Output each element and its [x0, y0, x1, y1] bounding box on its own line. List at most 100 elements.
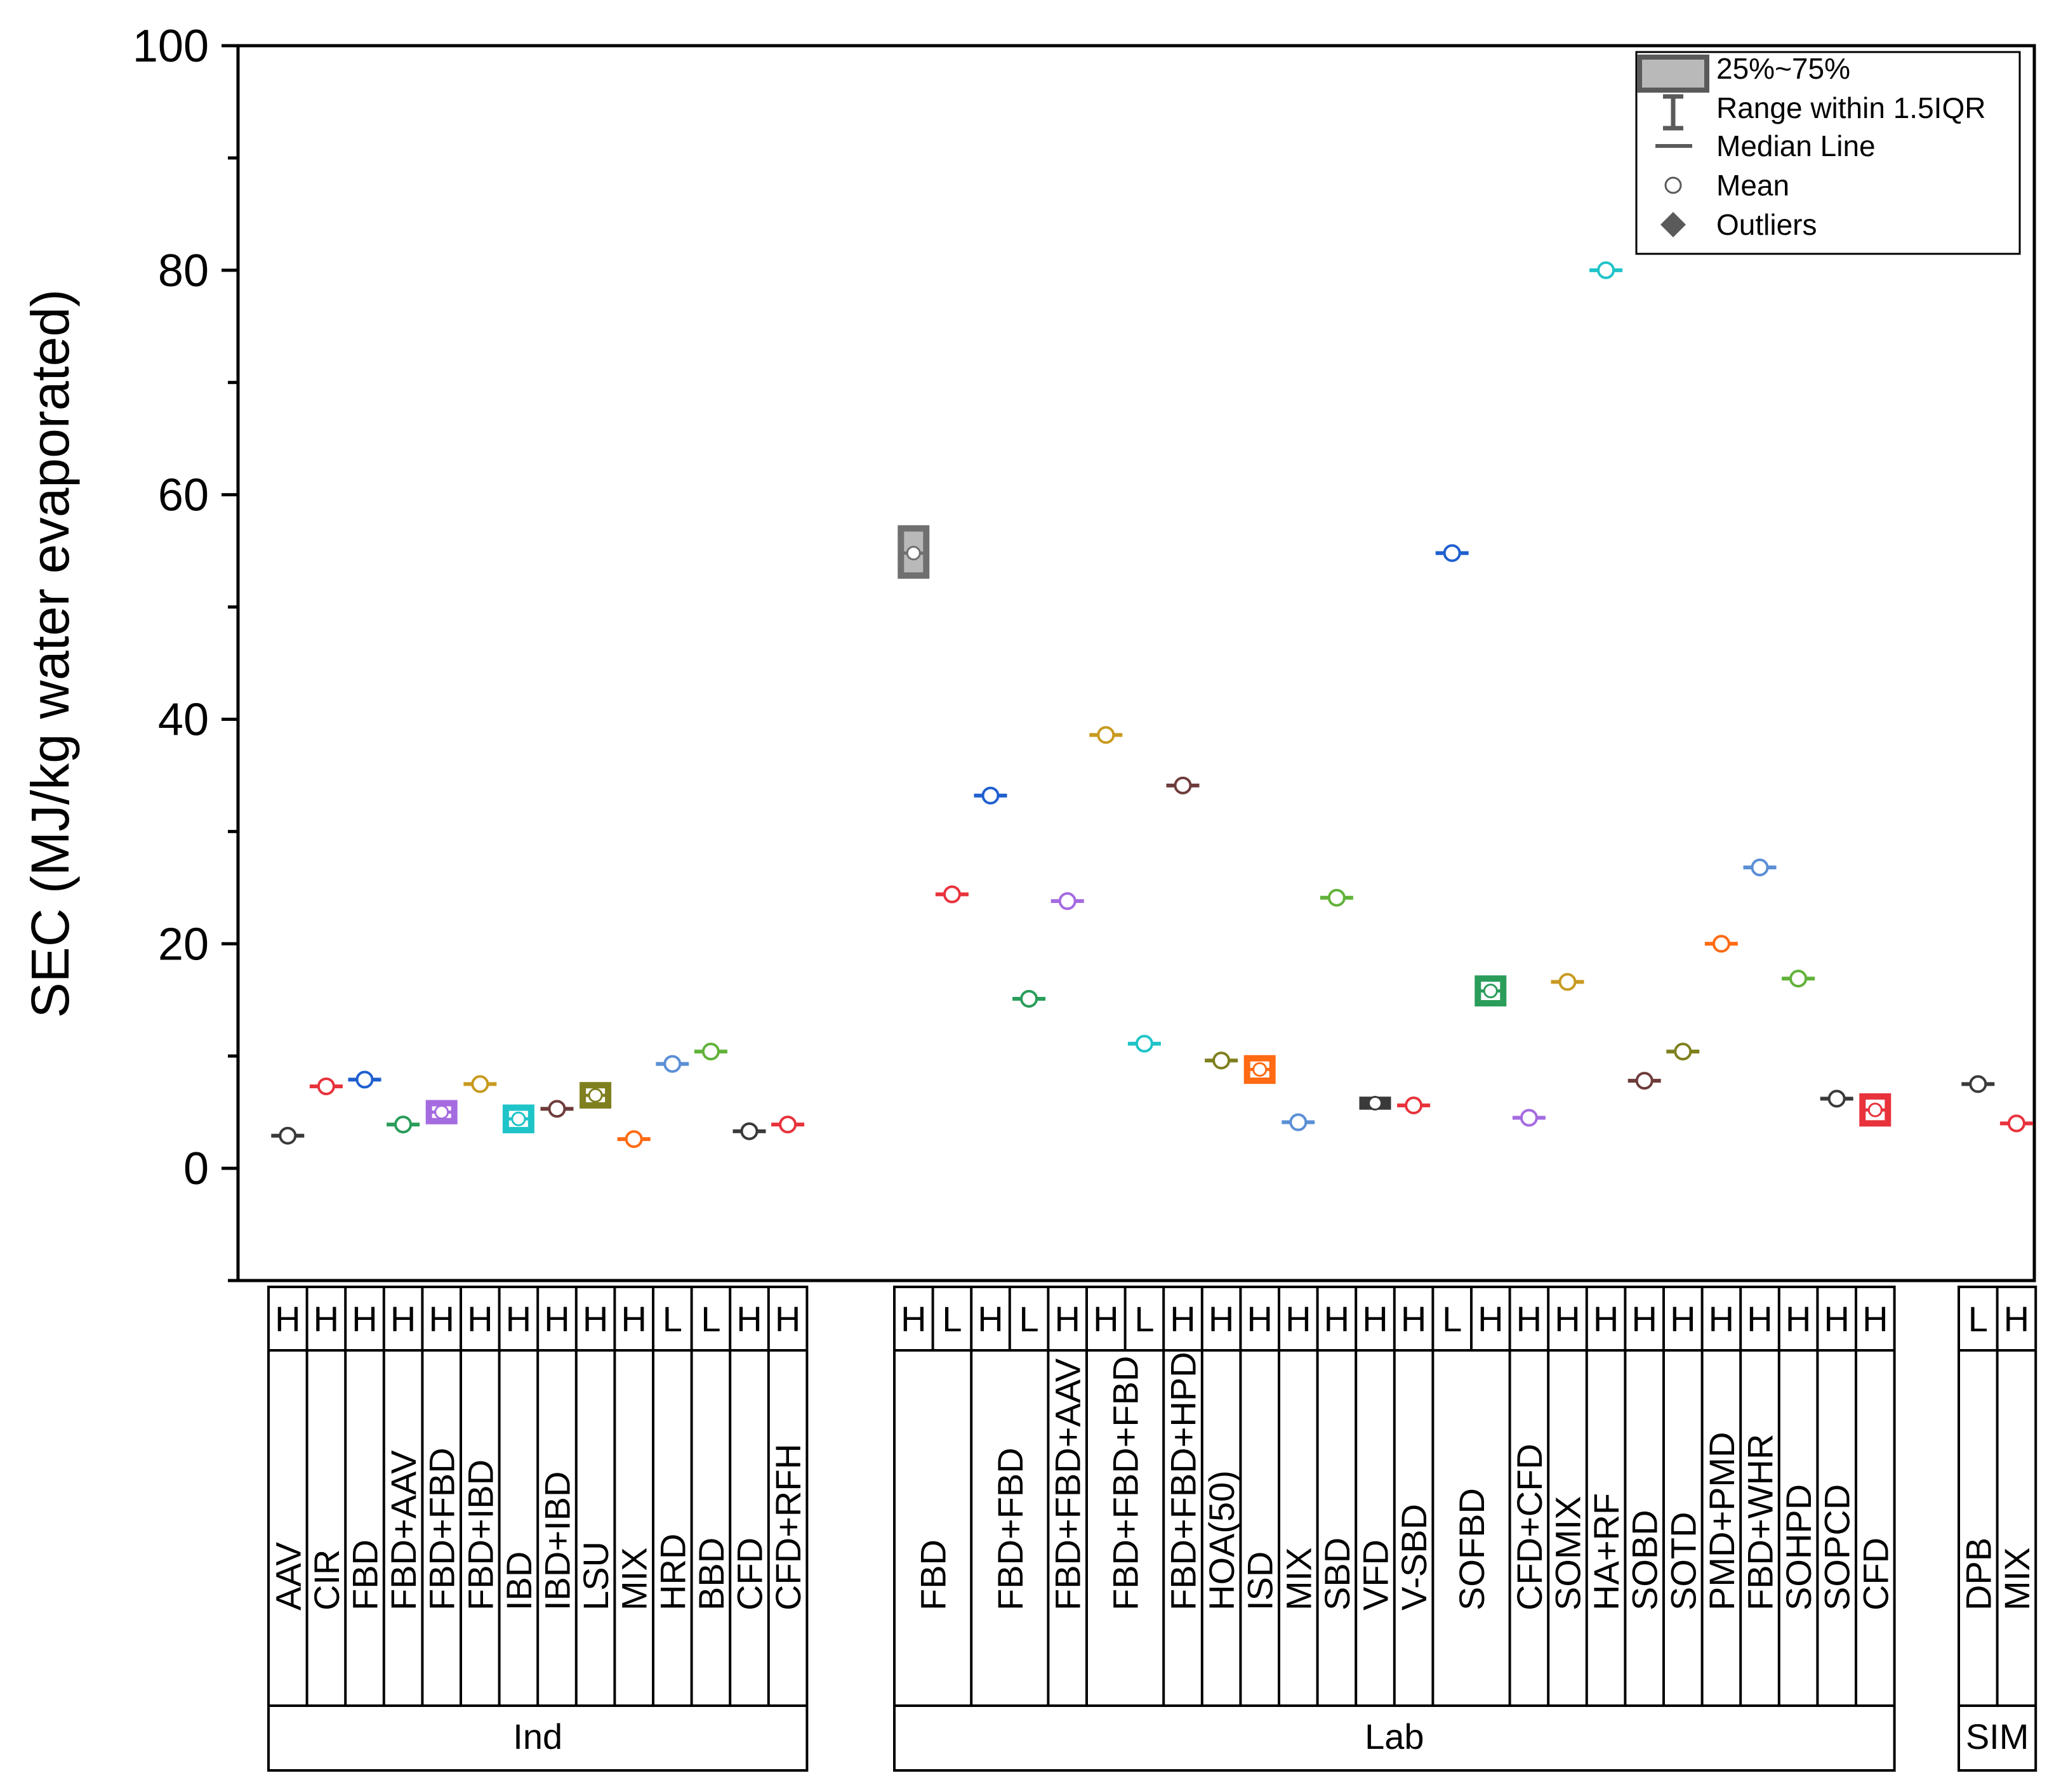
y-axis-title: SEC (MJ/kg water evaporated) — [20, 289, 80, 1018]
hl-label: H — [1170, 1299, 1195, 1339]
group-label: SIM — [1966, 1716, 2029, 1756]
category-label: CIR — [307, 1550, 347, 1611]
mean-point — [434, 1105, 449, 1120]
hl-label: H — [583, 1299, 608, 1339]
hl-label: H — [275, 1299, 300, 1339]
mean-point — [1058, 892, 1077, 911]
hl-label: H — [775, 1299, 800, 1339]
hl-label: H — [352, 1299, 377, 1339]
category-label: FBD+AAV — [383, 1450, 423, 1611]
category-label: IBD+IBD — [538, 1472, 578, 1611]
hl-label: H — [1862, 1299, 1888, 1339]
mean-point — [2007, 1114, 2025, 1133]
mean-point — [1443, 544, 1461, 562]
category-label: FBD+IBD — [460, 1459, 500, 1611]
category-label: V-SBD — [1394, 1504, 1434, 1611]
mean-point — [1289, 1113, 1308, 1131]
category-label: SOHPD — [1779, 1484, 1819, 1611]
mean-point — [1327, 888, 1346, 907]
mean-point — [1368, 1095, 1382, 1110]
mean-point — [663, 1055, 682, 1073]
hl-label: H — [621, 1299, 646, 1339]
category-label: MIX — [1997, 1547, 2037, 1611]
mean-point — [1597, 261, 1615, 279]
mean-point — [943, 885, 961, 904]
mean-point — [1789, 970, 1808, 988]
legend-entry: 25%~75% — [1716, 52, 1850, 85]
mean-point — [1751, 858, 1769, 876]
mean-point — [1135, 1034, 1153, 1053]
category-label: CFD — [1855, 1538, 1895, 1611]
mean-point — [981, 786, 1000, 805]
mean-point — [1483, 984, 1498, 999]
mean-point — [1712, 935, 1730, 953]
hl-label: L — [701, 1299, 720, 1339]
hl-label: H — [1593, 1299, 1619, 1339]
group-label: Ind — [513, 1716, 562, 1756]
plot-frame — [236, 44, 2036, 1282]
mean-point — [1520, 1109, 1538, 1127]
category-label: CFD+RFH — [768, 1444, 808, 1611]
mean-point — [1558, 973, 1577, 991]
hl-label: H — [506, 1299, 531, 1339]
category-label: FBD+FBD — [422, 1447, 462, 1611]
category-label: SBD — [1317, 1538, 1357, 1611]
category-label: MIX — [614, 1547, 654, 1611]
hl-label: H — [1670, 1299, 1695, 1339]
hl-label: L — [1019, 1299, 1039, 1339]
y-tick-label: 40 — [158, 694, 209, 745]
mean-point — [1674, 1043, 1692, 1061]
hl-label: H — [1631, 1299, 1657, 1339]
mean-point — [588, 1088, 603, 1103]
mean-point — [1635, 1072, 1653, 1090]
y-tick-label: 20 — [158, 919, 209, 970]
mean-point — [1867, 1102, 1883, 1117]
y-tick-label: 80 — [158, 246, 209, 296]
hl-label: L — [1968, 1299, 1988, 1339]
category-label: PMD+PMD — [1702, 1432, 1742, 1611]
category-label: HOA(50) — [1202, 1470, 1242, 1611]
hl-label: H — [1709, 1299, 1734, 1339]
y-tick-label: 0 — [183, 1143, 209, 1194]
hl-label: H — [1824, 1299, 1849, 1339]
category-label: BBD — [691, 1538, 731, 1611]
category-label: MIX — [1278, 1547, 1318, 1611]
mean-point — [1212, 1051, 1231, 1070]
y-tick-label: 60 — [158, 470, 209, 521]
category-label: FBD+FBD — [990, 1447, 1030, 1611]
hl-label: L — [663, 1299, 682, 1339]
hl-label: H — [901, 1299, 926, 1339]
legend-box-icon — [1637, 55, 1709, 93]
hl-label: H — [1209, 1299, 1234, 1339]
legend-entry: Mean — [1716, 169, 1789, 202]
category-label: CFD — [730, 1538, 770, 1611]
hl-label: H — [977, 1299, 1003, 1339]
mean-point — [511, 1111, 526, 1126]
hl-label: H — [1478, 1299, 1503, 1339]
category-label: DPB — [1958, 1538, 1998, 1611]
category-label: SOMIX — [1548, 1496, 1588, 1611]
mean-point — [625, 1130, 643, 1149]
legend-outlier-icon — [1660, 212, 1686, 237]
hl-label: H — [1747, 1299, 1772, 1339]
mean-point — [1969, 1075, 1987, 1093]
hl-label: L — [1442, 1299, 1462, 1339]
group-label: Lab — [1365, 1716, 1424, 1756]
category-label: HA+RF — [1586, 1493, 1626, 1611]
hl-label: H — [1324, 1299, 1349, 1339]
hl-label: L — [942, 1299, 962, 1339]
mean-point — [740, 1122, 759, 1140]
mean-point — [779, 1116, 797, 1134]
category-label: SOTD — [1663, 1512, 1703, 1611]
category-label: FBD+WHR — [1740, 1434, 1780, 1611]
category-label: FBD — [345, 1539, 385, 1611]
category-label: SOFBD — [1452, 1488, 1492, 1611]
hl-label: H — [1285, 1299, 1311, 1339]
category-label: LSU — [576, 1541, 616, 1611]
mean-point — [317, 1077, 335, 1095]
legend-entry: Range within 1.5IQR — [1716, 91, 1985, 124]
hl-label: H — [390, 1299, 416, 1339]
mean-point — [394, 1116, 413, 1134]
mean-point — [1020, 989, 1038, 1008]
category-label: HRD — [653, 1534, 692, 1611]
